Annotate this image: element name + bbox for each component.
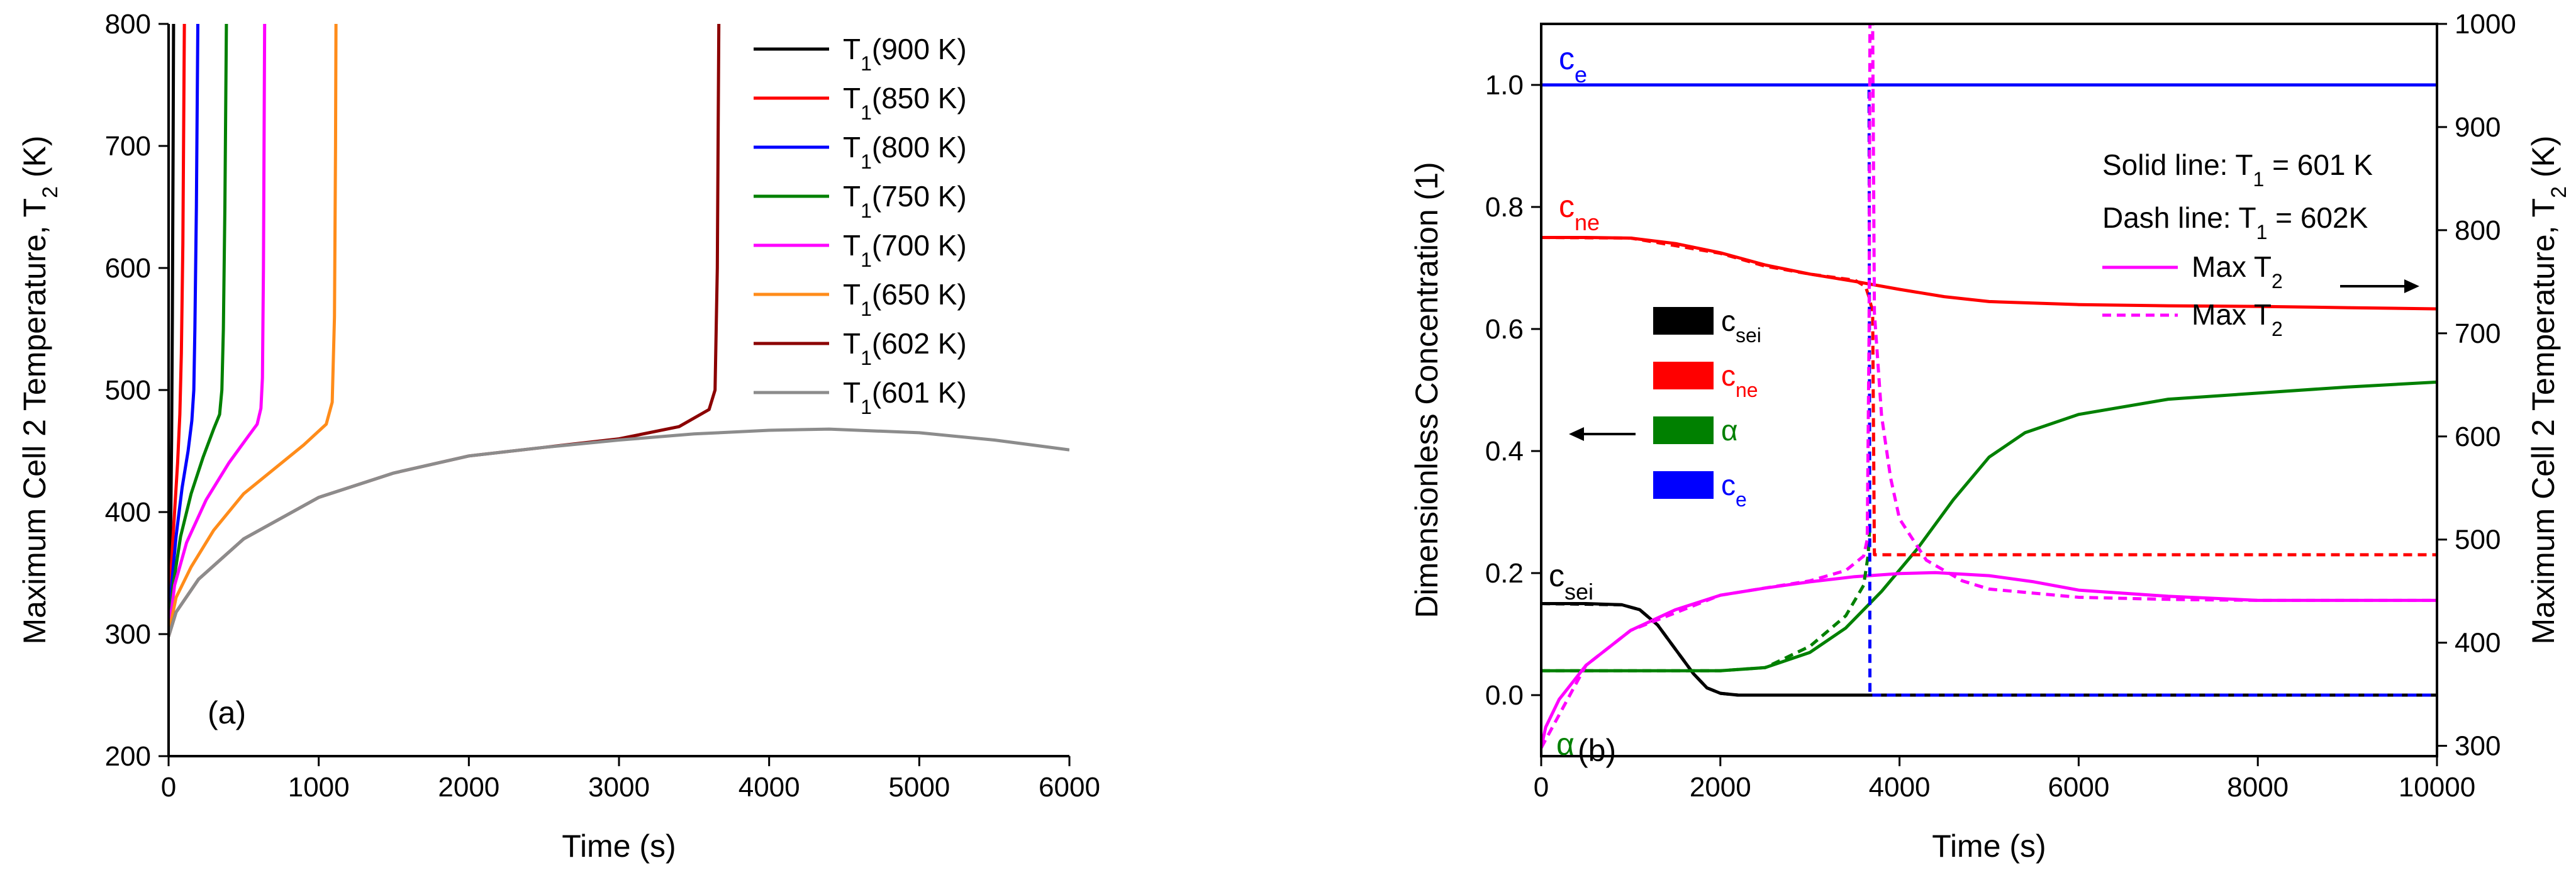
series-line-ce-602-k [1541,83,2437,697]
series-line-t1-800-k [169,24,199,635]
legend-label-t1-750-k: T1(750 K) [843,180,967,222]
panel-b-x-tick-label: 10000 [2399,772,2475,803]
panel-b-right-tick-label: 500 [2455,525,2501,555]
panel-b-plot-frame [1540,23,2438,757]
panel-b-x-axis-title: Time (s) [1932,828,2046,864]
series-line-cne-602-k [1541,236,2437,557]
legend-label-t1-900-k: T1(900 K) [843,33,967,75]
left-axis-arrow [1569,427,1636,441]
legend-label-t1-601-k: T1(601 K) [843,376,967,418]
panel-a-y-tick-label: 500 [105,375,151,406]
label-cne: cne [1559,189,1600,235]
legend-label-t1-602-k: T1(602 K) [843,327,967,369]
panel-a-x-tick-label: 4000 [739,772,800,803]
legend-label-t1-850-k: T1(850 K) [843,82,967,124]
panel-b-left-tick-label: 0.0 [1485,680,1524,711]
box-legend-swatch-ce [1653,471,1714,499]
panel-b-x-tick-label: 2000 [1690,772,1751,803]
legend-label-t1-700-k: T1(700 K) [843,229,967,271]
panel-b-right-y-axis-title: Maximum Cell 2 Temperature, T2 (K) [2526,136,2571,645]
panel-a-tick-labels: 0 1000 2000 3000 4000 5000 6000 200 300 400 500 600… [105,9,1100,803]
panel-b-right-tick-label: 700 [2455,318,2501,349]
panel-a-x-tick-label: 6000 [1039,772,1100,803]
panel-b-left-tick-label: 0.2 [1485,558,1524,589]
panel-b-right-tick-label: 1000 [2455,9,2516,40]
series-line-t1-650-k [169,24,338,635]
panel-a-y-tick-label: 800 [105,9,151,40]
panel-b-right-tick-label: 600 [2455,421,2501,452]
solid-line-note: Solid line: T1 = 601 K [2102,148,2373,191]
panel-a-legend: T1(900 K) T1(850 K) T1(800 K) T1(750 K) T1(7… [754,33,967,418]
series-line-max-t2-601-k [1541,571,2437,749]
box-legend-label: cne [1721,359,1758,401]
legend-label-t1-800-k: T1(800 K) [843,131,967,173]
series-line-alpha-602-k [1541,524,1872,672]
panel-b-tick-labels: 0 2000 4000 6000 8000 10000 0.0 0.2 0.4 0.6 0.8 1.0… [1485,9,2516,803]
legend-label-t1-650-k: T1(650 K) [843,278,967,320]
label-alpha: α [1556,727,1575,762]
panel-a-x-tick-label: 2000 [438,772,499,803]
panel-a-chart: 0 1000 2000 3000 4000 5000 6000 200 300 400 500 600… [17,9,1100,864]
series-line-cne-601-k [1541,236,2437,311]
panel-b-series-group [1541,24,2437,749]
series-line-alpha-601-k [1541,380,2437,672]
panel-b-frame [1540,23,2438,757]
box-legend-swatch-cne [1653,362,1714,389]
panel-b-chart: 0 2000 4000 6000 8000 10000 0.0 0.2 0.4 0.6 0.8 1.0… [1409,9,2571,864]
series-line-t1-601-k [169,427,1069,637]
panel-a-x-tick-label: 3000 [588,772,650,803]
panel-b-left-tick-label: 0.8 [1485,192,1524,223]
panel-b-left-tick-label: 0.4 [1485,436,1524,467]
series-line-t1-700-k [169,24,267,635]
panel-a-series-group [169,24,1069,637]
panel-b-x-tick-label: 0 [1534,772,1549,803]
panel-b-right-tick-label: 400 [2455,628,2501,659]
panel-a-x-tick-label: 1000 [288,772,350,803]
panel-b-left-tick-label: 1.0 [1485,70,1524,101]
panel-a-label: (a) [208,695,246,730]
panel-b-right-tick-label: 800 [2455,215,2501,246]
box-legend-label: csei [1721,304,1761,347]
box-legend-swatch- [1653,416,1714,444]
series-line-t1-602-k [169,24,721,637]
series-line-max-t2-602-k [1541,24,2437,749]
panel-a-y-tick-label: 400 [105,497,151,528]
label-csei: csei [1549,558,1593,605]
right-axis-arrow [2340,279,2419,293]
box-legend-label: ce [1721,469,1747,511]
panel-b-right-tick-label: 900 [2455,112,2501,143]
panel-a-y-tick-label: 600 [105,253,151,284]
panel-b-x-tick-label: 4000 [1869,772,1931,803]
panel-a-y-tick-label: 200 [105,741,151,772]
panel-a-x-axis-title: Time (s) [562,828,676,864]
panel-a-y-tick-label: 300 [105,619,151,650]
box-legend-swatch-csei [1653,307,1714,335]
box-legend-label: α [1721,414,1738,447]
max-t2-solid-legend-label: Max T2 [2192,250,2283,293]
label-ce: ce [1559,41,1587,87]
panel-b-box-legend: csei cne α ce [1653,304,1761,511]
panel-b-left-y-axis-title: Dimensionless Concentration (1) [1409,162,1444,618]
panel-a-x-tick-label: 0 [161,772,176,803]
series-line-csei-602-k [1541,602,2437,697]
max-t2-dash-legend-label: Max T2 [2192,298,2283,340]
series-line-t1-750-k [169,24,228,635]
panel-b-left-tick-label: 0.6 [1485,314,1524,345]
panel-b-right-tick-label: 300 [2455,731,2501,762]
panel-a-y-tick-label: 700 [105,131,151,162]
panel-b-label: (b) [1578,733,1616,768]
dash-line-note: Dash line: T1 = 602K [2102,201,2368,243]
panel-b-x-tick-label: 8000 [2227,772,2289,803]
panel-a-x-tick-label: 5000 [888,772,950,803]
panel-b-x-tick-label: 6000 [2048,772,2109,803]
panel-a-y-axis-title: Maximum Cell 2 Temperature, T2 (K) [17,136,62,645]
